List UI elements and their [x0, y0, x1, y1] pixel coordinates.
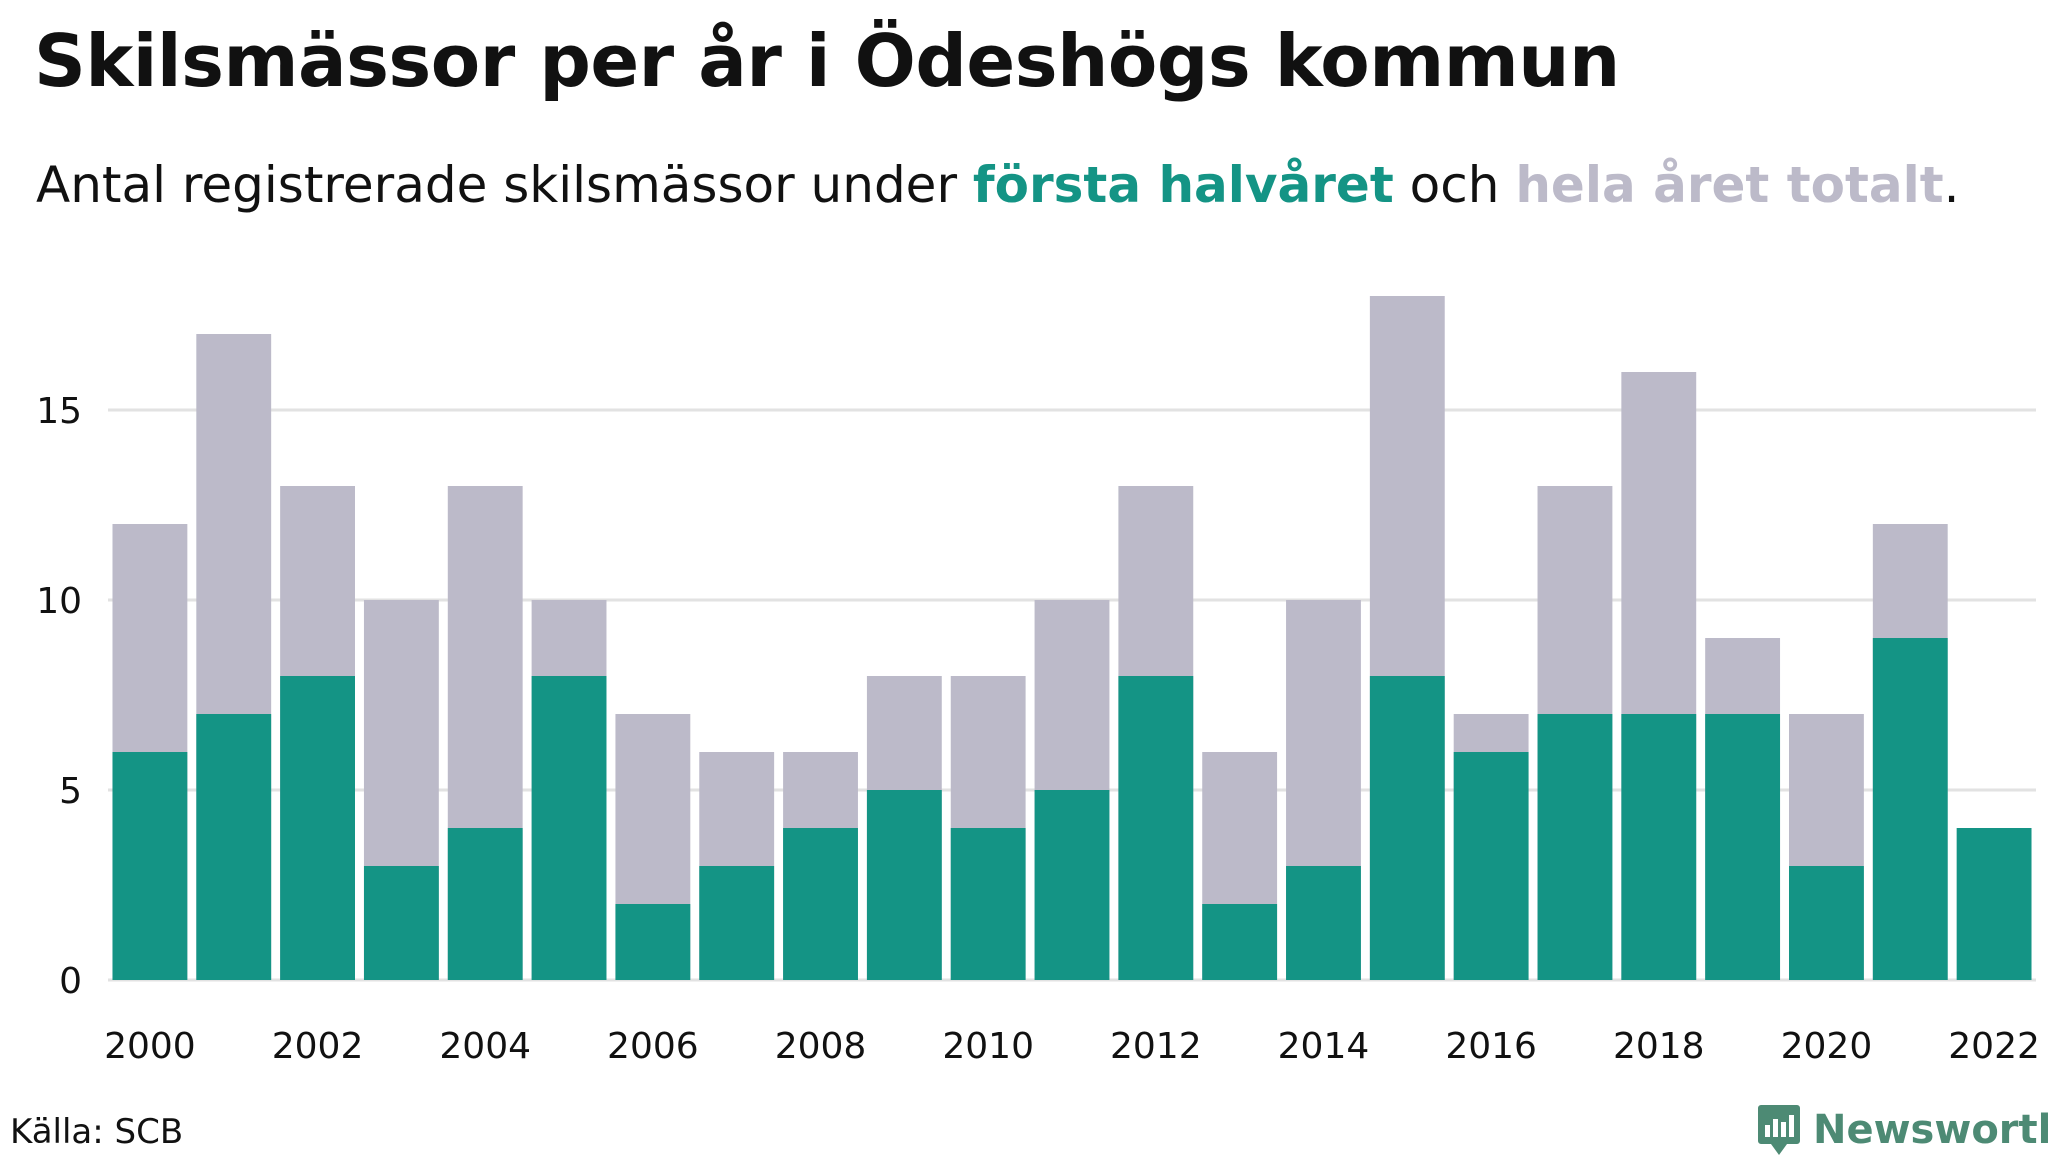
bar-first-half-2010 [950, 828, 1026, 980]
subtitle-total: hela året totalt [1515, 156, 1944, 214]
bar-first-half-2007 [699, 866, 775, 980]
x-tick-label: 2010 [942, 1026, 1034, 1067]
subtitle-prefix: Antal registrerade skilsmässor under [36, 156, 973, 214]
brand-name: Newsworthy [1813, 1107, 2048, 1153]
bar-first-half-2000 [112, 752, 188, 980]
subtitle-middle: och [1393, 156, 1516, 214]
bar-first-half-2001 [196, 714, 272, 980]
bar-first-half-2019 [1705, 714, 1781, 980]
x-tick-label: 2000 [104, 1026, 196, 1067]
bar-first-half-2005 [531, 676, 607, 980]
bar-first-half-2008 [783, 828, 858, 980]
bar-first-half-2017 [1537, 714, 1613, 980]
subtitle-first-half: första halvåret [972, 156, 1394, 214]
x-tick-label: 2006 [607, 1026, 699, 1067]
newsworthy-logo-icon [1758, 1105, 1800, 1155]
bar-first-half-2011 [1034, 790, 1110, 980]
brand[interactable]: Newsworthy [1757, 1103, 2048, 1157]
bar-first-half-2018 [1621, 714, 1697, 980]
bars [112, 296, 2032, 980]
bar-first-half-2006 [615, 904, 691, 980]
bar-first-half-2004 [447, 828, 523, 980]
source-label: Källa: SCB [10, 1112, 184, 1152]
bar-first-half-2003 [363, 866, 439, 980]
x-tick-label: 2022 [1948, 1026, 2040, 1067]
chart-subtitle: Antal registrerade skilsmässor under för… [36, 155, 1960, 215]
x-tick-label: 2016 [1445, 1026, 1537, 1067]
bar-first-half-2014 [1286, 866, 1361, 980]
bar-first-half-2015 [1369, 676, 1445, 980]
y-tick-label: 5 [59, 771, 82, 812]
x-tick-label: 2020 [1781, 1026, 1873, 1067]
bar-first-half-2002 [280, 676, 355, 980]
x-tick-label: 2008 [775, 1026, 867, 1067]
bar-first-half-2021 [1872, 638, 1948, 980]
chart-title: Skilsmässor per år i Ödeshögs kommun [34, 19, 1620, 103]
y-tick-label: 10 [36, 581, 82, 622]
x-tick-label: 2014 [1278, 1026, 1370, 1067]
y-tick-label: 0 [59, 961, 82, 1002]
bar-first-half-2009 [866, 790, 942, 980]
bar-first-half-2020 [1789, 866, 1864, 980]
bar-first-half-2012 [1118, 676, 1194, 980]
x-tick-label: 2018 [1613, 1026, 1705, 1067]
x-axis-labels: 2000 2002 2004 2006 2008 2010 2012 2014 2016 2018… [104, 1026, 2040, 1067]
y-axis-labels: 0 5 10 15 [36, 391, 82, 1002]
bar-first-half-2022 [1956, 828, 2032, 980]
subtitle-suffix: . [1943, 156, 1960, 214]
x-tick-label: 2012 [1110, 1026, 1202, 1067]
bar-first-half-2016 [1453, 752, 1529, 980]
x-tick-label: 2004 [439, 1026, 531, 1067]
y-tick-label: 15 [36, 391, 82, 432]
x-tick-label: 2002 [272, 1026, 364, 1067]
bar-first-half-2013 [1202, 904, 1278, 980]
